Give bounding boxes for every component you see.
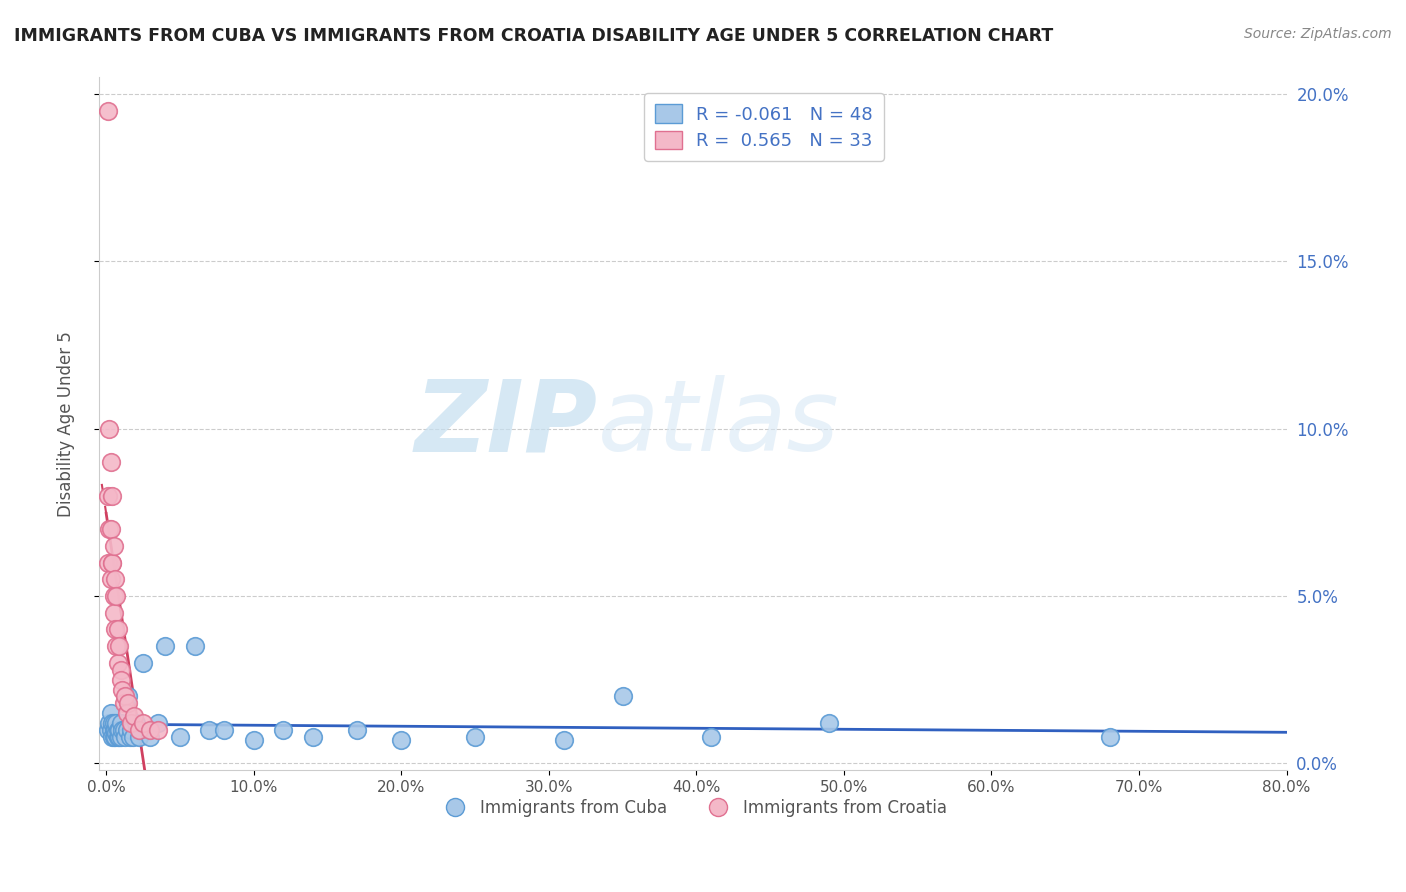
Point — [271, 723, 294, 737]
Point — [117, 690, 139, 704]
Point — [110, 730, 132, 744]
Point — [107, 623, 129, 637]
Point — [301, 730, 323, 744]
Point — [212, 723, 235, 737]
Point — [110, 663, 132, 677]
Point — [146, 723, 169, 737]
Point — [107, 656, 129, 670]
Point — [132, 716, 155, 731]
Text: Source: ZipAtlas.com: Source: ZipAtlas.com — [1244, 27, 1392, 41]
Point — [120, 723, 142, 737]
Point — [98, 716, 121, 731]
Point — [115, 706, 138, 720]
Point — [110, 716, 132, 731]
Point — [120, 716, 142, 731]
Point — [97, 489, 120, 503]
Point — [183, 639, 205, 653]
Point — [103, 606, 125, 620]
Point — [100, 522, 122, 536]
Text: IMMIGRANTS FROM CUBA VS IMMIGRANTS FROM CROATIA DISABILITY AGE UNDER 5 CORRELATI: IMMIGRANTS FROM CUBA VS IMMIGRANTS FROM … — [14, 27, 1053, 45]
Point — [98, 522, 121, 536]
Point — [111, 682, 134, 697]
Point — [115, 723, 138, 737]
Point — [139, 723, 162, 737]
Point — [114, 730, 136, 744]
Point — [110, 673, 132, 687]
Text: atlas: atlas — [598, 376, 839, 472]
Text: ZIP: ZIP — [415, 376, 598, 472]
Point — [97, 556, 120, 570]
Point — [105, 716, 128, 731]
Point — [105, 639, 128, 653]
Point — [122, 709, 145, 723]
Point — [105, 726, 128, 740]
Point — [111, 723, 134, 737]
Point — [104, 723, 127, 737]
Point — [103, 730, 125, 744]
Point — [132, 656, 155, 670]
Point — [104, 730, 127, 744]
Point — [107, 723, 129, 737]
Point — [108, 639, 131, 653]
Point — [118, 730, 141, 744]
Point — [700, 730, 723, 744]
Point — [1098, 730, 1121, 744]
Point — [97, 103, 120, 118]
Point — [146, 716, 169, 731]
Point — [98, 422, 121, 436]
Point — [818, 716, 841, 731]
Point — [108, 723, 131, 737]
Point — [101, 556, 124, 570]
Point — [121, 730, 143, 744]
Point — [242, 732, 264, 747]
Point — [101, 730, 124, 744]
Point — [103, 716, 125, 731]
Point — [104, 623, 127, 637]
Point — [389, 732, 412, 747]
Point — [100, 723, 122, 737]
Point — [198, 723, 221, 737]
Point — [153, 639, 176, 653]
Point — [107, 730, 129, 744]
Point — [108, 730, 131, 744]
Point — [169, 730, 191, 744]
Point — [103, 539, 125, 553]
Point — [105, 589, 128, 603]
Point — [101, 556, 124, 570]
Point — [112, 696, 135, 710]
Point — [103, 589, 125, 603]
Point — [104, 572, 127, 586]
Y-axis label: Disability Age Under 5: Disability Age Under 5 — [58, 331, 75, 516]
Point — [97, 723, 120, 737]
Point — [612, 690, 634, 704]
Point — [101, 716, 124, 731]
Point — [100, 706, 122, 720]
Point — [114, 690, 136, 704]
Point — [125, 716, 148, 731]
Point — [128, 730, 150, 744]
Point — [553, 732, 575, 747]
Legend: Immigrants from Cuba, Immigrants from Croatia: Immigrants from Cuba, Immigrants from Cr… — [432, 793, 953, 824]
Point — [101, 489, 124, 503]
Point — [117, 696, 139, 710]
Point — [100, 572, 122, 586]
Point — [112, 723, 135, 737]
Point — [128, 723, 150, 737]
Point — [346, 723, 368, 737]
Point — [100, 455, 122, 469]
Point — [103, 723, 125, 737]
Point — [464, 730, 486, 744]
Point — [139, 730, 162, 744]
